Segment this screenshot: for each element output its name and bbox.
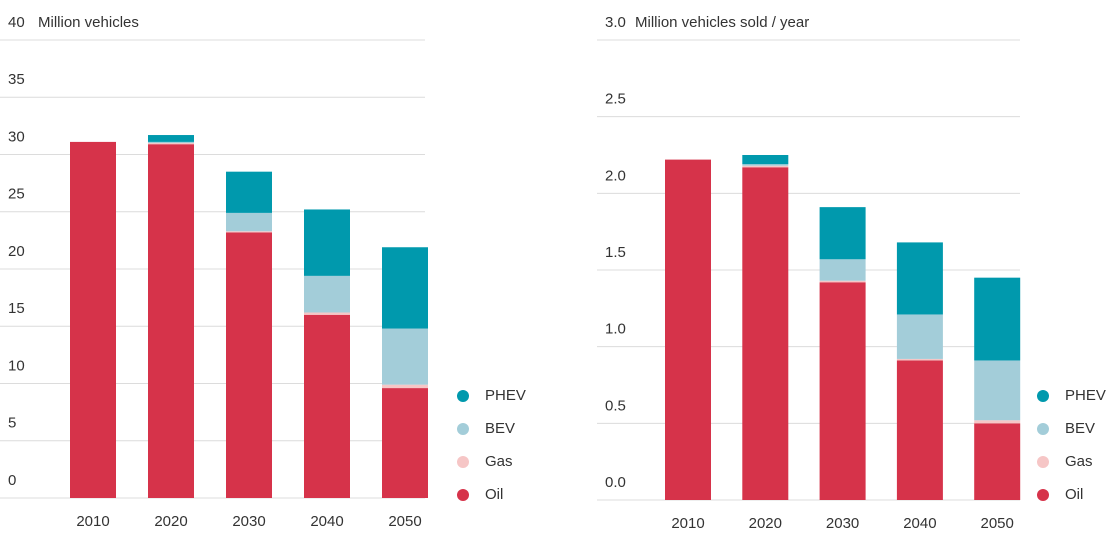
bar-segment <box>896 314 943 359</box>
bar-segment <box>304 209 350 276</box>
bar-segment <box>148 143 194 145</box>
bar-segment <box>382 247 428 329</box>
bar-segment <box>974 277 1021 361</box>
y-axis-label: Million vehicles <box>38 14 139 31</box>
bar-segment <box>974 423 1021 500</box>
bar-segment <box>226 232 272 499</box>
legend-label: PHEV <box>1065 387 1106 404</box>
bar-segment <box>974 360 1021 421</box>
legend-marker <box>457 489 469 501</box>
bar-segment <box>665 159 711 500</box>
y-tick-label: 30 <box>8 128 25 145</box>
x-tick-label: 2010 <box>76 513 109 530</box>
x-tick-label: 2030 <box>232 513 265 530</box>
bar-segment <box>226 171 272 213</box>
bar-segment <box>896 242 943 315</box>
y-tick-label: 25 <box>8 186 25 203</box>
y-tick-label: 3.0 <box>605 14 626 31</box>
bar-segment <box>974 420 1021 424</box>
bar-segment <box>226 231 272 233</box>
bar-segment <box>148 135 194 142</box>
legend-marker <box>1037 390 1049 402</box>
legend-marker <box>1037 456 1049 468</box>
legend-label: Gas <box>485 453 513 470</box>
bar-segment <box>226 212 272 232</box>
bar-segment <box>819 259 866 281</box>
bar-segment <box>819 280 866 283</box>
y-tick-label: 1.5 <box>605 244 626 261</box>
x-tick-label: 2020 <box>154 513 187 530</box>
bar-segment <box>148 141 194 144</box>
x-tick-label: 2050 <box>388 513 421 530</box>
legend-label: Gas <box>1065 453 1093 470</box>
legend-marker <box>1037 489 1049 501</box>
legend-label: Oil <box>1065 486 1083 503</box>
legend-marker <box>457 423 469 435</box>
legend-marker <box>457 456 469 468</box>
bar-segment <box>382 388 428 498</box>
x-tick-label: 2040 <box>310 513 343 530</box>
x-tick-label: 2050 <box>981 515 1014 532</box>
legend-label: PHEV <box>485 387 526 404</box>
x-tick-label: 2040 <box>903 515 936 532</box>
y-tick-label: 15 <box>8 300 25 317</box>
bar-segment <box>819 282 866 500</box>
legend-marker <box>457 390 469 402</box>
bar-segment <box>304 314 350 498</box>
y-tick-label: 1.0 <box>605 321 626 338</box>
bar-segment <box>148 144 194 498</box>
y-tick-label: 2.0 <box>605 167 626 184</box>
y-tick-label: 5 <box>8 415 16 432</box>
bar-segment <box>304 312 350 315</box>
legend-label: BEV <box>1065 420 1095 437</box>
bar-segment <box>742 167 789 500</box>
bar-segment <box>742 164 789 166</box>
y-tick-label: 35 <box>8 71 25 88</box>
x-tick-label: 2020 <box>749 515 782 532</box>
y-tick-label: 0.5 <box>605 397 626 414</box>
bar-segment <box>742 155 789 165</box>
legend-label: Oil <box>485 486 503 503</box>
bar-segment <box>742 165 789 168</box>
bar-segment <box>896 360 943 500</box>
legend-label: BEV <box>485 420 515 437</box>
bar-segment <box>382 328 428 385</box>
y-tick-label: 20 <box>8 243 25 260</box>
bar-segment <box>70 141 116 498</box>
bar-segment <box>819 207 866 260</box>
y-tick-label: 2.5 <box>605 91 626 108</box>
bar-segment <box>304 275 350 313</box>
y-tick-label: 10 <box>8 357 25 374</box>
bar-segment <box>896 358 943 361</box>
x-tick-label: 2010 <box>671 515 704 532</box>
x-tick-label: 2030 <box>826 515 859 532</box>
y-tick-label: 40 <box>8 14 25 31</box>
legend-marker <box>1037 423 1049 435</box>
y-tick-label: 0 <box>8 472 16 489</box>
y-tick-label: 0.0 <box>605 474 626 491</box>
y-axis-label: Million vehicles sold / year <box>635 14 809 31</box>
bar-segment <box>382 384 428 389</box>
